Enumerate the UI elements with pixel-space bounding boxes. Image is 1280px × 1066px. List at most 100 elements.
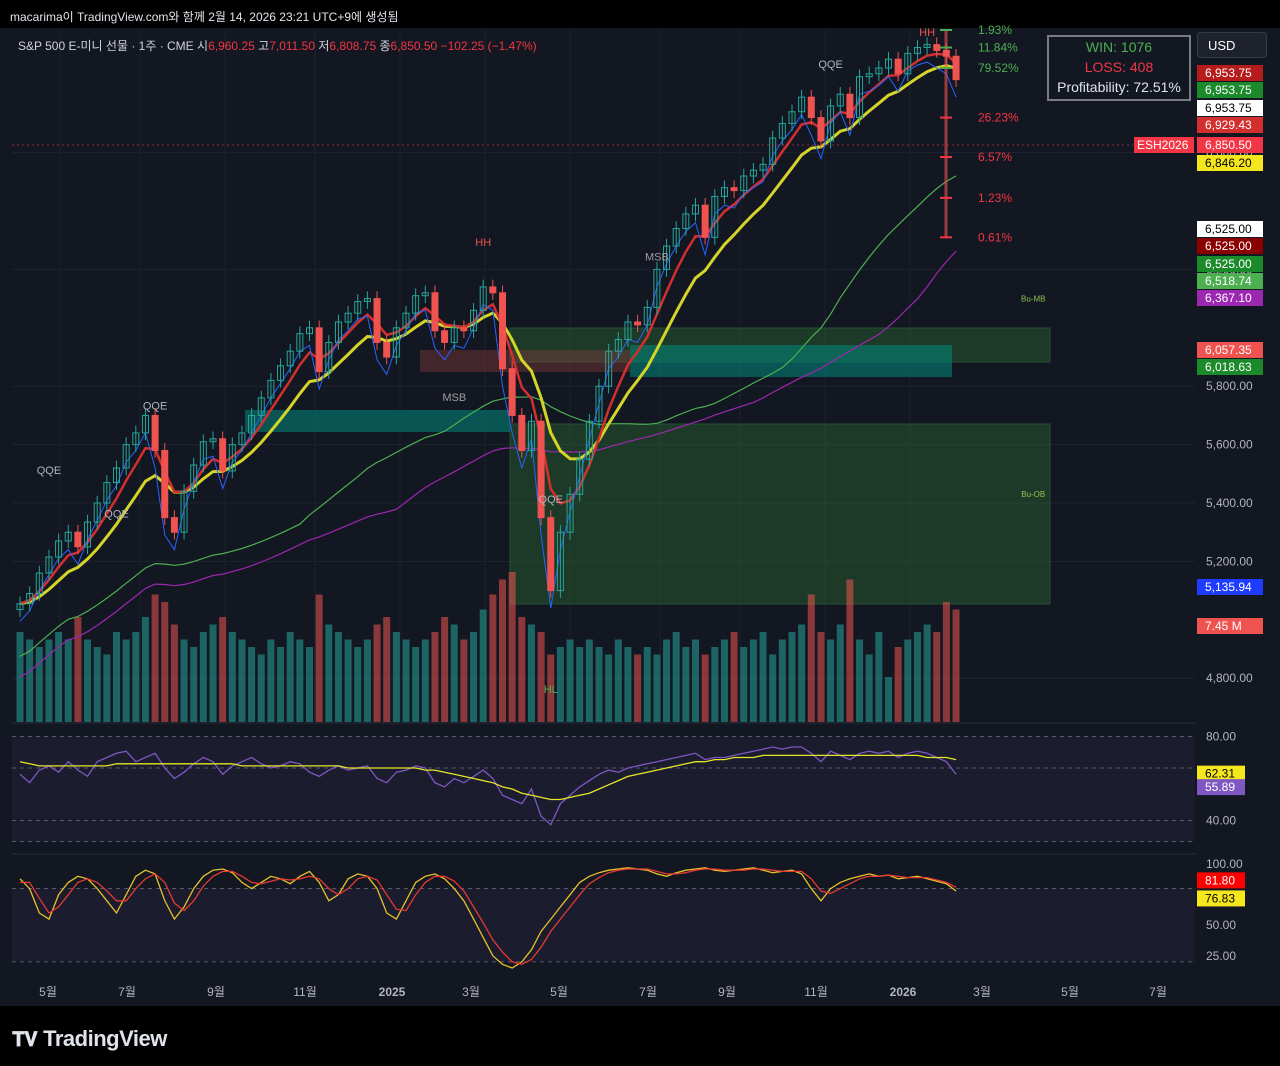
volume-bar [730, 632, 738, 722]
volume-bar [952, 609, 960, 722]
chart-frame[interactable] [0, 28, 1280, 1006]
close-label: 종 [379, 39, 391, 53]
candle-body [537, 420, 545, 519]
rsi-value-tag [1197, 765, 1245, 782]
volume-bar [566, 639, 574, 722]
rsi-tick-label: 40.00 [1206, 814, 1236, 828]
volume-bar [383, 617, 391, 722]
candle-body [122, 444, 130, 469]
price-tag [1197, 359, 1263, 375]
candle-body [228, 444, 236, 472]
candle-body [470, 309, 478, 332]
stoch-band [12, 888, 1195, 962]
candle-body [653, 268, 661, 308]
price-tag [1197, 155, 1263, 171]
chart-annotation: MSB [645, 252, 669, 264]
volume-bar [170, 624, 178, 722]
candle-body [315, 327, 323, 373]
price-tag-label: 6,057.35 [1205, 343, 1252, 357]
candle-body [132, 432, 140, 446]
candle-body [913, 47, 921, 54]
chart-annotation: QQE [818, 59, 842, 71]
candle-body [527, 420, 535, 451]
time-axis: 5월 7월 9월 11월 2025 3월 5월 7월 9월 11월 2026 3월 5월 7월 [39, 985, 1167, 999]
candle-body [769, 137, 777, 165]
candle-body [585, 420, 593, 460]
candle-body [778, 122, 786, 139]
volume-bar [64, 639, 72, 722]
currency-button[interactable]: USD [1197, 32, 1267, 58]
candle-body [499, 292, 506, 370]
stoch-tick-label: 25.00 [1206, 949, 1236, 963]
rsi-signal-line [19, 754, 957, 801]
price-tick-label: 5,600.00 [1206, 438, 1253, 452]
red-zone [420, 350, 630, 372]
candle-body [682, 213, 690, 230]
candle-body [788, 111, 796, 124]
volume-bar [93, 647, 101, 722]
price-tag-label: 6,367.10 [1205, 291, 1252, 305]
candle-body [701, 204, 709, 238]
candle-body [64, 531, 72, 542]
candle-body [325, 341, 333, 373]
volume-bar [122, 639, 130, 722]
price-tick-label: 5,400.00 [1206, 496, 1253, 510]
volume-bar [798, 624, 806, 722]
volume-bar [634, 654, 642, 722]
chart-annotation: QQE [104, 509, 128, 521]
logo-text: TradingView [43, 1026, 167, 1051]
volume-bar [315, 594, 323, 722]
candle-body [421, 292, 429, 297]
chart-annotation: HL [544, 684, 558, 696]
candle-body [180, 490, 188, 533]
candle-body [151, 414, 159, 451]
symbol-name: S&P 500 E-미니 선물 · 1주 · CME [18, 39, 194, 53]
volume-bar [209, 624, 217, 722]
sma-green-line [19, 175, 957, 657]
rsi-value-label: 55.89 [1205, 780, 1235, 794]
tradingview-logo[interactable]: 𝐓𝐕 TradingView [12, 1026, 167, 1052]
volume-bar [740, 647, 748, 722]
volume-bar [412, 647, 420, 722]
candle-body [663, 245, 671, 270]
time-tick-label: 7월 [639, 985, 657, 999]
volume-bar [817, 632, 825, 722]
candle-body [190, 464, 198, 492]
candle-body [865, 73, 873, 78]
candle-body [383, 341, 391, 358]
stoch-k-line [19, 867, 957, 969]
stoch-tick-label: 50.00 [1206, 918, 1236, 932]
sma-purple-line [19, 250, 957, 678]
volume-bar [479, 609, 487, 722]
chart-annotation: Bu-OB [1021, 490, 1045, 499]
volume-bar [904, 639, 912, 722]
stoch-value-label: 81.80 [1205, 873, 1235, 887]
loss-count: LOSS: 408 [1084, 59, 1154, 75]
volume-bar [306, 647, 313, 722]
volume-bar [373, 624, 381, 722]
price-tag [1197, 65, 1263, 81]
volume-bar [161, 602, 169, 722]
candle-body [904, 52, 912, 75]
candle-body [74, 531, 82, 548]
volume-bar [132, 632, 140, 722]
volume-bar [614, 639, 622, 722]
volume-bar [749, 639, 757, 722]
high-label: 고 [258, 39, 270, 53]
high-value: 7,011.50 [269, 39, 316, 53]
volume-bar [720, 639, 728, 722]
candle-body [344, 312, 352, 323]
volume-bar [576, 647, 584, 722]
stoch-value-label: 76.83 [1205, 891, 1235, 905]
volume-bar [913, 632, 921, 722]
volume-bar [769, 654, 777, 722]
volume-bar [701, 654, 709, 722]
order-block-zones [245, 327, 1051, 605]
volume-bar [470, 632, 478, 722]
candle-body [306, 327, 313, 335]
change-value: −102.25 (−1.47%) [440, 39, 537, 53]
candle-body [624, 321, 632, 341]
volume-bar [865, 654, 873, 722]
